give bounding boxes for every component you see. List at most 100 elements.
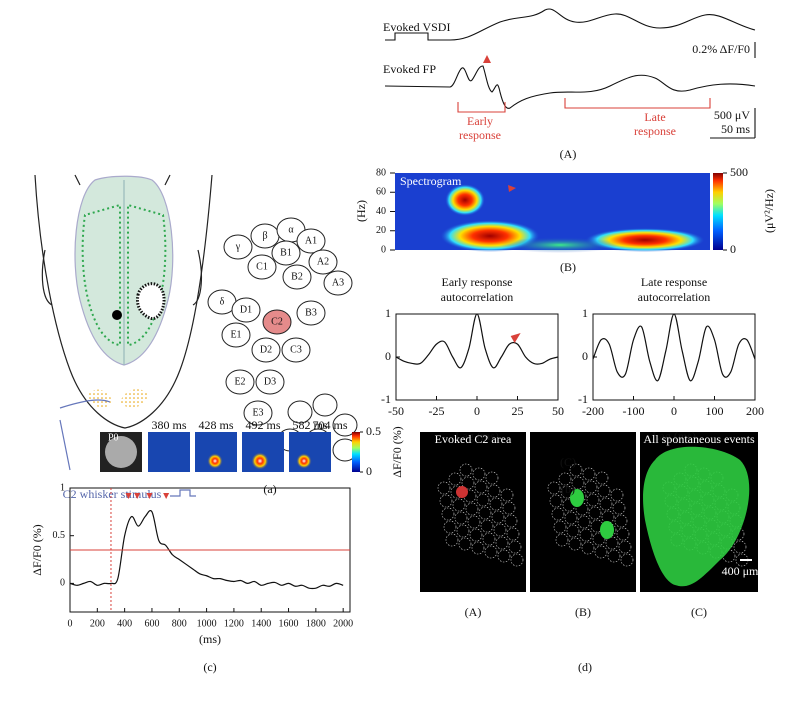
barrel — [312, 393, 338, 417]
x-tick-label: 1800 — [306, 618, 326, 629]
traces — [384, 8, 756, 139]
colorbar-label: 0.5 — [366, 424, 381, 438]
barrel-outline — [620, 553, 634, 567]
barrel-outline — [465, 502, 479, 516]
y-tick-label: -1 — [381, 392, 391, 406]
x-tick-label: 0 — [671, 404, 677, 418]
barrel-label: β — [262, 230, 267, 241]
barrel-outline — [484, 545, 498, 559]
barrel-outline — [461, 476, 475, 490]
barrel — [282, 264, 312, 290]
barrel — [308, 249, 338, 275]
label: Evoked VSDI — [383, 20, 450, 34]
x-tick-label: 1600 — [279, 618, 299, 629]
barrel-outline — [448, 472, 462, 486]
line — [395, 313, 559, 369]
barrel-outline — [489, 497, 503, 511]
barrel-outline — [566, 524, 580, 538]
barrel-outline — [454, 511, 468, 525]
barrel-outline — [508, 540, 522, 554]
barrel-outline — [547, 481, 561, 495]
barrel-outline — [610, 488, 624, 502]
x-tick-label: -25 — [429, 404, 445, 418]
y-tick-label: 1 — [582, 306, 588, 320]
y-tick-label: 1 — [60, 482, 65, 493]
label: 492 ms — [245, 418, 280, 432]
barrel — [225, 369, 255, 395]
barrel-outline — [571, 476, 585, 490]
label: (C) — [691, 605, 707, 619]
label: 0.2% ΔF/F0 — [692, 42, 750, 56]
label: C2 whisker stimulus — [63, 487, 162, 501]
barrel — [223, 234, 253, 260]
barrel — [247, 254, 277, 280]
barrel-outline — [581, 541, 595, 555]
barrel-outline — [579, 528, 593, 542]
barrel-outline — [592, 532, 606, 546]
brain-drawing — [34, 174, 213, 497]
barrel — [287, 400, 313, 424]
y-tick-label: 0 — [385, 349, 391, 363]
barrel-label: α — [288, 224, 294, 235]
label: Late response — [641, 275, 707, 289]
x-tick-label: 0 — [68, 618, 73, 629]
x-tick-label: 25 — [512, 404, 524, 418]
label: autocorrelation — [638, 290, 711, 304]
barrel-outline — [441, 507, 455, 521]
y-tick-label: 0.5 — [53, 530, 66, 541]
peak-marker — [163, 493, 170, 499]
barrel — [251, 337, 281, 363]
barrel-outline — [485, 471, 499, 485]
barrel-label: B1 — [280, 247, 292, 258]
barrel-outline — [568, 537, 582, 551]
barrel-label: A3 — [332, 277, 344, 288]
x-tick-label: 1400 — [251, 618, 271, 629]
barrel-outline — [564, 511, 578, 525]
barrel — [296, 228, 326, 254]
label: Spectrogram — [400, 174, 462, 188]
barrel-label: B3 — [305, 307, 317, 318]
label: Lag (ms) — [652, 429, 696, 443]
label: 50 ms — [721, 122, 750, 136]
barrel-outline — [478, 506, 492, 520]
barrel-label: D3 — [264, 376, 276, 387]
barrel-outline — [487, 484, 501, 498]
barrel — [255, 369, 285, 395]
barrel-outline — [459, 463, 473, 477]
x-tick-label: 400 — [117, 618, 132, 629]
barrel-outline — [616, 527, 630, 541]
x-tick-label: -50 — [388, 404, 404, 418]
plot-frame — [395, 313, 559, 401]
y-tick-label: 20 — [376, 225, 386, 236]
barrel-label: γ — [235, 241, 241, 252]
x-tick-label: 1000 — [197, 618, 217, 629]
x-tick-label: 800 — [172, 618, 187, 629]
label: (μV²/Hz) — [762, 189, 776, 233]
label: P0 — [108, 432, 119, 443]
label: (C) — [560, 455, 576, 469]
y-tick-label: 0 — [60, 578, 65, 589]
x-tick-label: 100 — [706, 404, 724, 418]
barrel — [243, 400, 273, 426]
barrel-label: E3 — [252, 407, 263, 418]
barrel-outline — [480, 519, 494, 533]
barrel-outline — [467, 515, 481, 529]
x-tick-label: 200 — [90, 618, 105, 629]
line — [69, 509, 344, 590]
barrel-outline — [607, 549, 621, 563]
barrel-outline — [504, 514, 518, 528]
barrel-outline — [482, 532, 496, 546]
peak-marker — [125, 493, 132, 499]
label: Evoked C2 area — [435, 432, 512, 446]
label: (ms) — [199, 632, 221, 646]
label: Lag (ms) — [455, 429, 499, 443]
line — [592, 313, 756, 382]
barrel-label: D1 — [240, 304, 252, 315]
barrel-outline — [551, 507, 565, 521]
label: autocorrelation — [441, 290, 514, 304]
label: 500 μV — [714, 108, 750, 122]
x-tick-label: -200 — [582, 404, 604, 418]
barrel-outline — [491, 510, 505, 524]
label: response — [634, 124, 676, 138]
label: ΔF/F0 (%) — [390, 426, 404, 477]
